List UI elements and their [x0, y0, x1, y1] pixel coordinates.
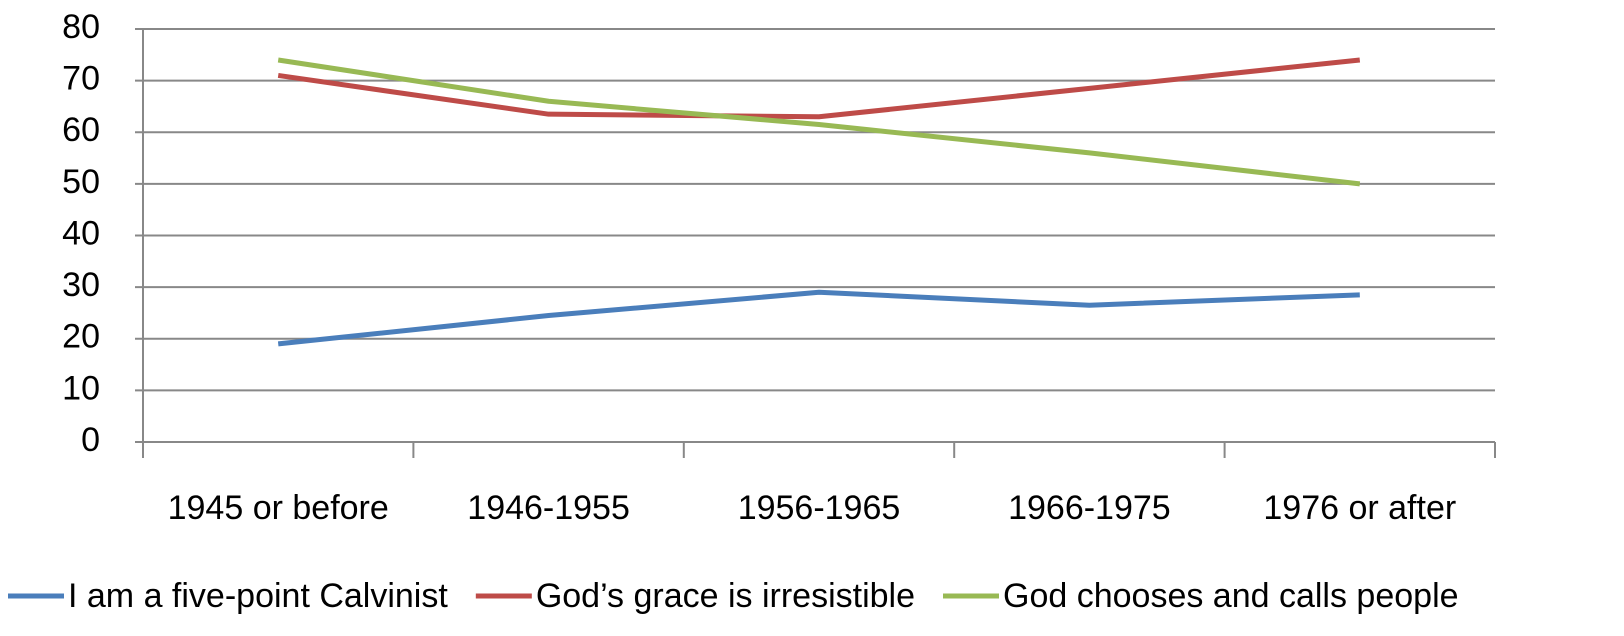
x-tick-label: 1945 or before: [168, 489, 389, 527]
series-line: [277, 57, 1361, 120]
series-line: [277, 289, 1360, 347]
x-tick-label: 1976 or after: [1263, 489, 1456, 527]
y-tick-label: 10: [62, 369, 100, 407]
y-tick-label: 80: [62, 8, 100, 46]
legend-label: God’s grace is irresistible: [536, 577, 915, 615]
y-tick-label: 40: [62, 214, 100, 252]
y-tick-label: 0: [81, 421, 100, 459]
y-tick-label: 50: [62, 163, 100, 201]
legend-label: God chooses and calls people: [1003, 577, 1459, 615]
y-tick-label: 30: [62, 266, 100, 304]
y-tick-label: 20: [62, 318, 100, 356]
y-tick-label: 60: [62, 111, 100, 149]
legend-label: I am a five-point Calvinist: [68, 577, 448, 615]
y-tick-label: 70: [62, 60, 100, 98]
x-tick-label: 1966-1975: [1008, 489, 1171, 527]
x-tick-label: 1946-1955: [467, 489, 630, 527]
series-line: [277, 57, 1361, 187]
x-tick-label: 1956-1965: [738, 489, 901, 527]
